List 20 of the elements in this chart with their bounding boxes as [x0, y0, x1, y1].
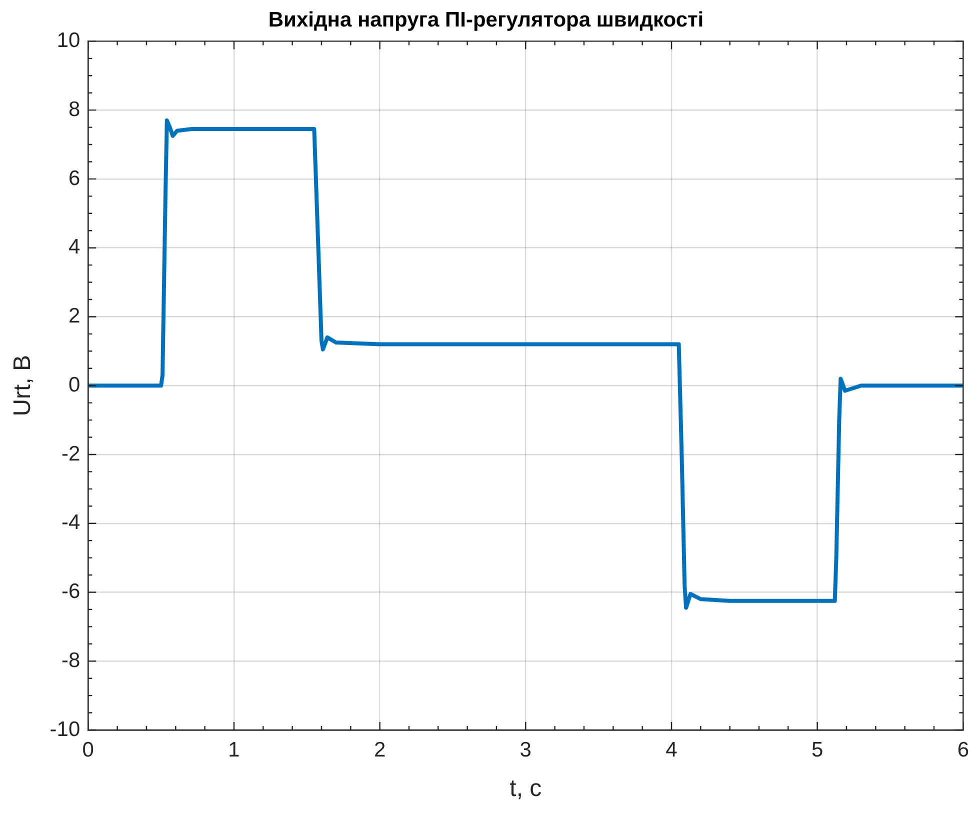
- chart-title: Вихідна напруга ПІ-регулятора швидкості: [268, 8, 704, 32]
- y-axis-title: Urt, В: [9, 354, 36, 416]
- y-tick-label: 6: [68, 166, 80, 190]
- y-tick-label: 0: [68, 373, 80, 396]
- x-tick-label: 2: [374, 738, 386, 762]
- x-tick-label: 4: [666, 738, 678, 762]
- y-tick-label: -2: [61, 442, 80, 466]
- x-tick-label: 1: [228, 738, 240, 762]
- y-tick-label: -8: [61, 648, 80, 672]
- x-tick-label: 5: [811, 738, 824, 762]
- y-tick-label: 10: [56, 28, 80, 52]
- y-tick-label: 2: [68, 304, 80, 328]
- y-tick-label: -6: [61, 580, 80, 604]
- y-tick-label: -4: [61, 511, 80, 534]
- y-tick-label: 4: [68, 236, 80, 259]
- y-tick-label: 8: [68, 98, 80, 121]
- x-axis-title: t, c: [510, 775, 542, 802]
- x-tick-label: 3: [520, 738, 532, 762]
- y-tick-label: -10: [50, 718, 80, 741]
- x-tick-label: 6: [957, 738, 970, 762]
